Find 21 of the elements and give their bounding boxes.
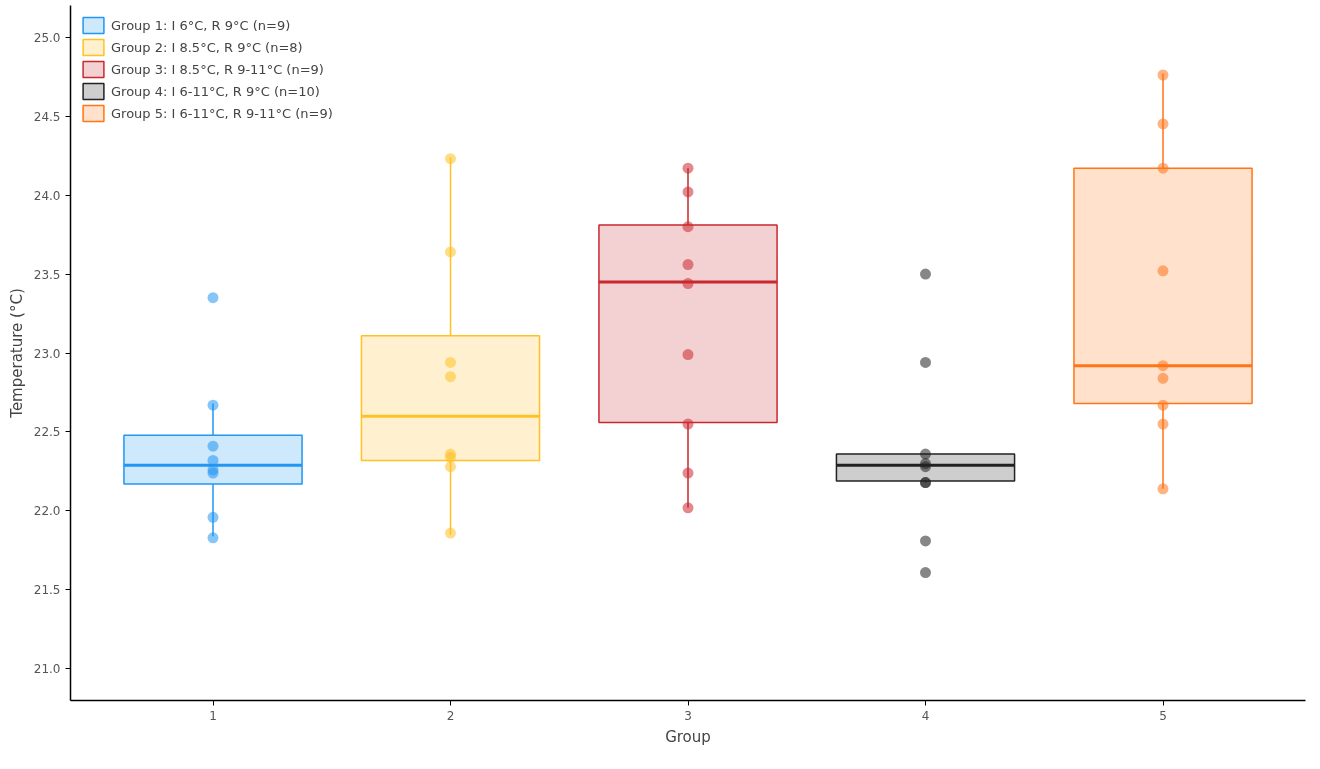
legend-label: Group 2: I 8.5°C, R 9°C (n=8) [111, 39, 303, 55]
y-tick-label: 23.5 [33, 267, 61, 282]
x-tick-label: 1 [209, 708, 217, 723]
legend-label: Group 4: I 6-11°C, R 9°C (n=10) [111, 83, 320, 99]
x-tick-label: 5 [1159, 708, 1167, 723]
legend-label: Group 3: I 8.5°C, R 9-11°C (n=9) [111, 61, 324, 77]
x-axis-title: Group [665, 727, 711, 746]
y-tick-label: 24.0 [33, 188, 61, 203]
x-tick-label: 2 [446, 708, 455, 723]
y-axis-title: Temperature (°C) [7, 288, 26, 419]
y-tick-label: 24.5 [33, 109, 61, 124]
y-tick-label: 23.0 [33, 346, 61, 361]
y-tick-label: 21.0 [33, 662, 61, 677]
y-tick-label: 21.5 [33, 583, 61, 598]
legend-label: Group 1: I 6°C, R 9°C (n=9) [111, 17, 291, 33]
legend-label: Group 5: I 6-11°C, R 9-11°C (n=9) [111, 105, 333, 121]
x-tick-label: 4 [921, 708, 930, 723]
y-tick-label: 25.0 [33, 30, 61, 45]
y-tick-label: 22.0 [33, 504, 61, 519]
y-tick-label: 22.5 [33, 425, 61, 440]
x-tick-label: 3 [684, 708, 692, 723]
